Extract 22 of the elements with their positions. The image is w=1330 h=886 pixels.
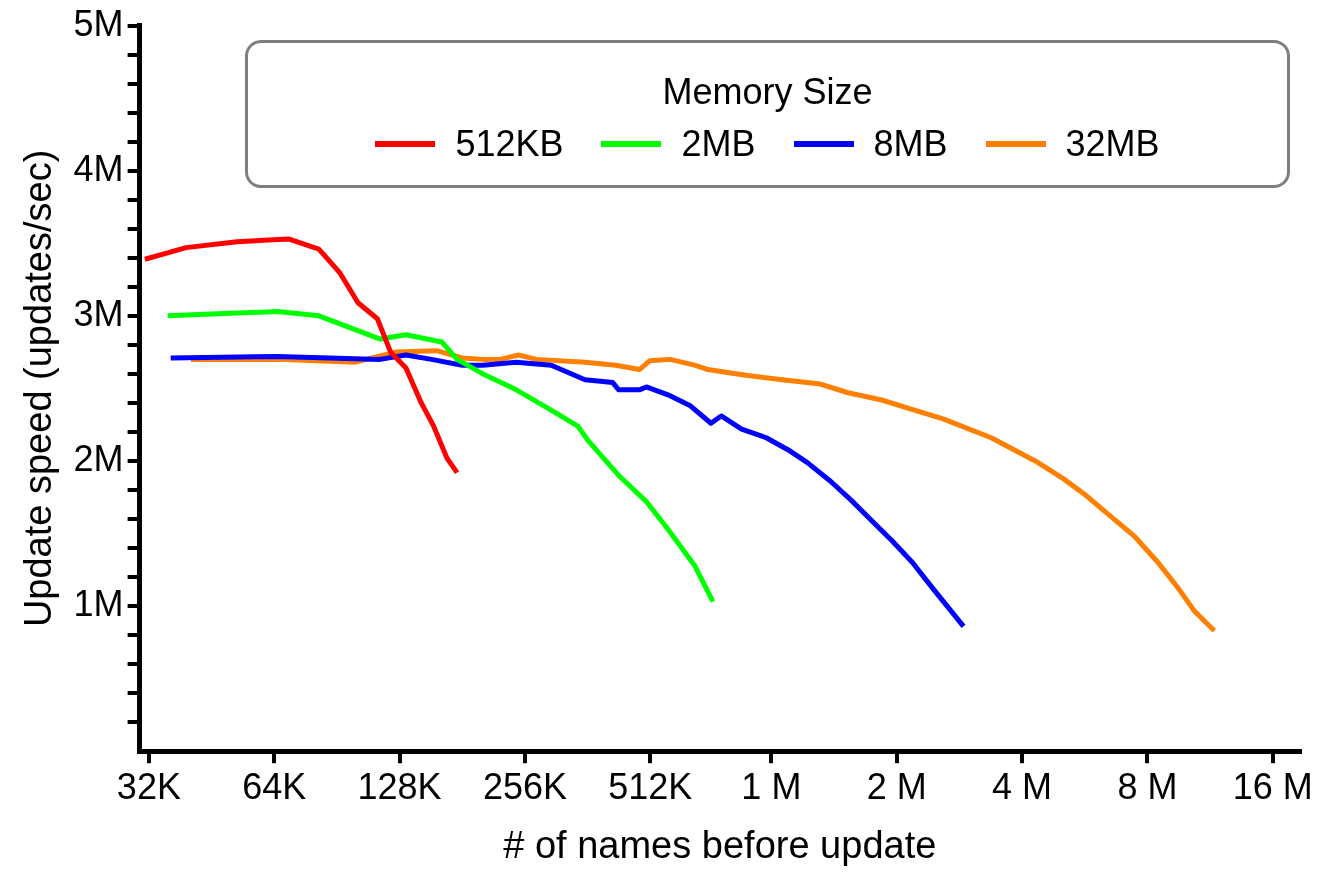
- y-axis-title: Update speed (updates/sec): [17, 149, 60, 628]
- legend-title: Memory Size: [661, 71, 874, 113]
- legend-label: 32MB: [1065, 123, 1160, 165]
- y-tick-label: 5M: [73, 2, 124, 44]
- x-tick-label: 2 M: [866, 765, 927, 807]
- x-tick-label: 32K: [116, 765, 181, 807]
- legend-label: 512KB: [455, 123, 564, 165]
- x-tick-label: 256K: [482, 765, 567, 807]
- x-axis-title: # of names before update: [503, 823, 937, 866]
- legend-label: 8MB: [873, 123, 948, 165]
- y-tick-label: 1M: [73, 583, 124, 624]
- y-tick-label: 3M: [73, 292, 124, 334]
- x-tick-label: 64K: [242, 765, 307, 807]
- legend-label: 2MB: [681, 123, 756, 165]
- x-tick-label: 4 M: [992, 765, 1053, 807]
- y-tick-label: 2M: [73, 437, 124, 479]
- y-tick-label: 4M: [73, 147, 124, 189]
- x-tick-label: 16 M: [1232, 765, 1313, 807]
- x-tick-label: 512K: [608, 765, 693, 807]
- x-tick-label: 128K: [357, 765, 442, 807]
- x-tick-label: 1 M: [741, 765, 802, 807]
- x-tick-label: 8 M: [1117, 765, 1178, 807]
